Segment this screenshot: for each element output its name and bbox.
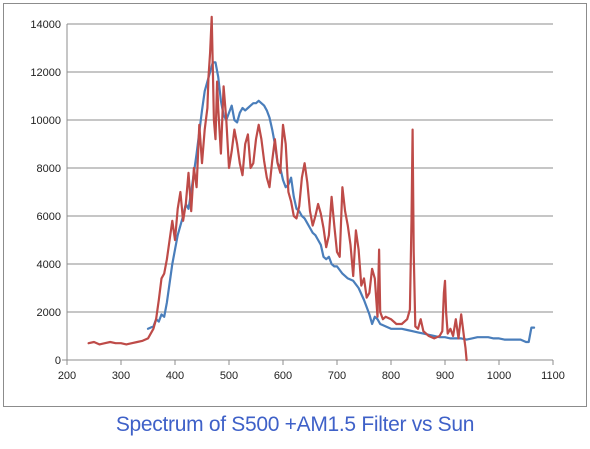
y-tick-label: 4000: [37, 259, 61, 271]
y-tick-label: 2000: [37, 307, 61, 319]
y-tick-label: 8000: [37, 163, 61, 175]
x-tick-label: 500: [220, 370, 238, 382]
y-tick-label: 12000: [30, 67, 61, 79]
x-tick-label: 600: [274, 370, 292, 382]
x-tick-label: 1000: [487, 370, 511, 382]
tick-labels: 0 2000 4000 6000 8000 10000 12000 14000 200 300 40…: [30, 19, 564, 382]
x-tick-label: 700: [328, 370, 346, 382]
x-tick-label: 200: [58, 370, 76, 382]
x-tick-label: 300: [112, 370, 130, 382]
x-tick-label: 400: [166, 370, 184, 382]
gridlines: [67, 23, 553, 313]
chart-title: Spectrum of S500 +AM1.5 Filter vs Sun: [115, 413, 475, 436]
series-layer: [87, 15, 536, 362]
y-tick-label: 14000: [30, 19, 61, 31]
x-tick-label: 1100: [541, 370, 565, 382]
series-line-2: [87, 15, 468, 362]
y-tick-label: 6000: [37, 211, 61, 223]
x-tick-label: 800: [382, 370, 400, 382]
y-tick-label: 0: [55, 355, 61, 367]
x-tick-label: 900: [436, 370, 454, 382]
axes: [62, 24, 554, 365]
y-tick-label: 10000: [30, 115, 61, 127]
